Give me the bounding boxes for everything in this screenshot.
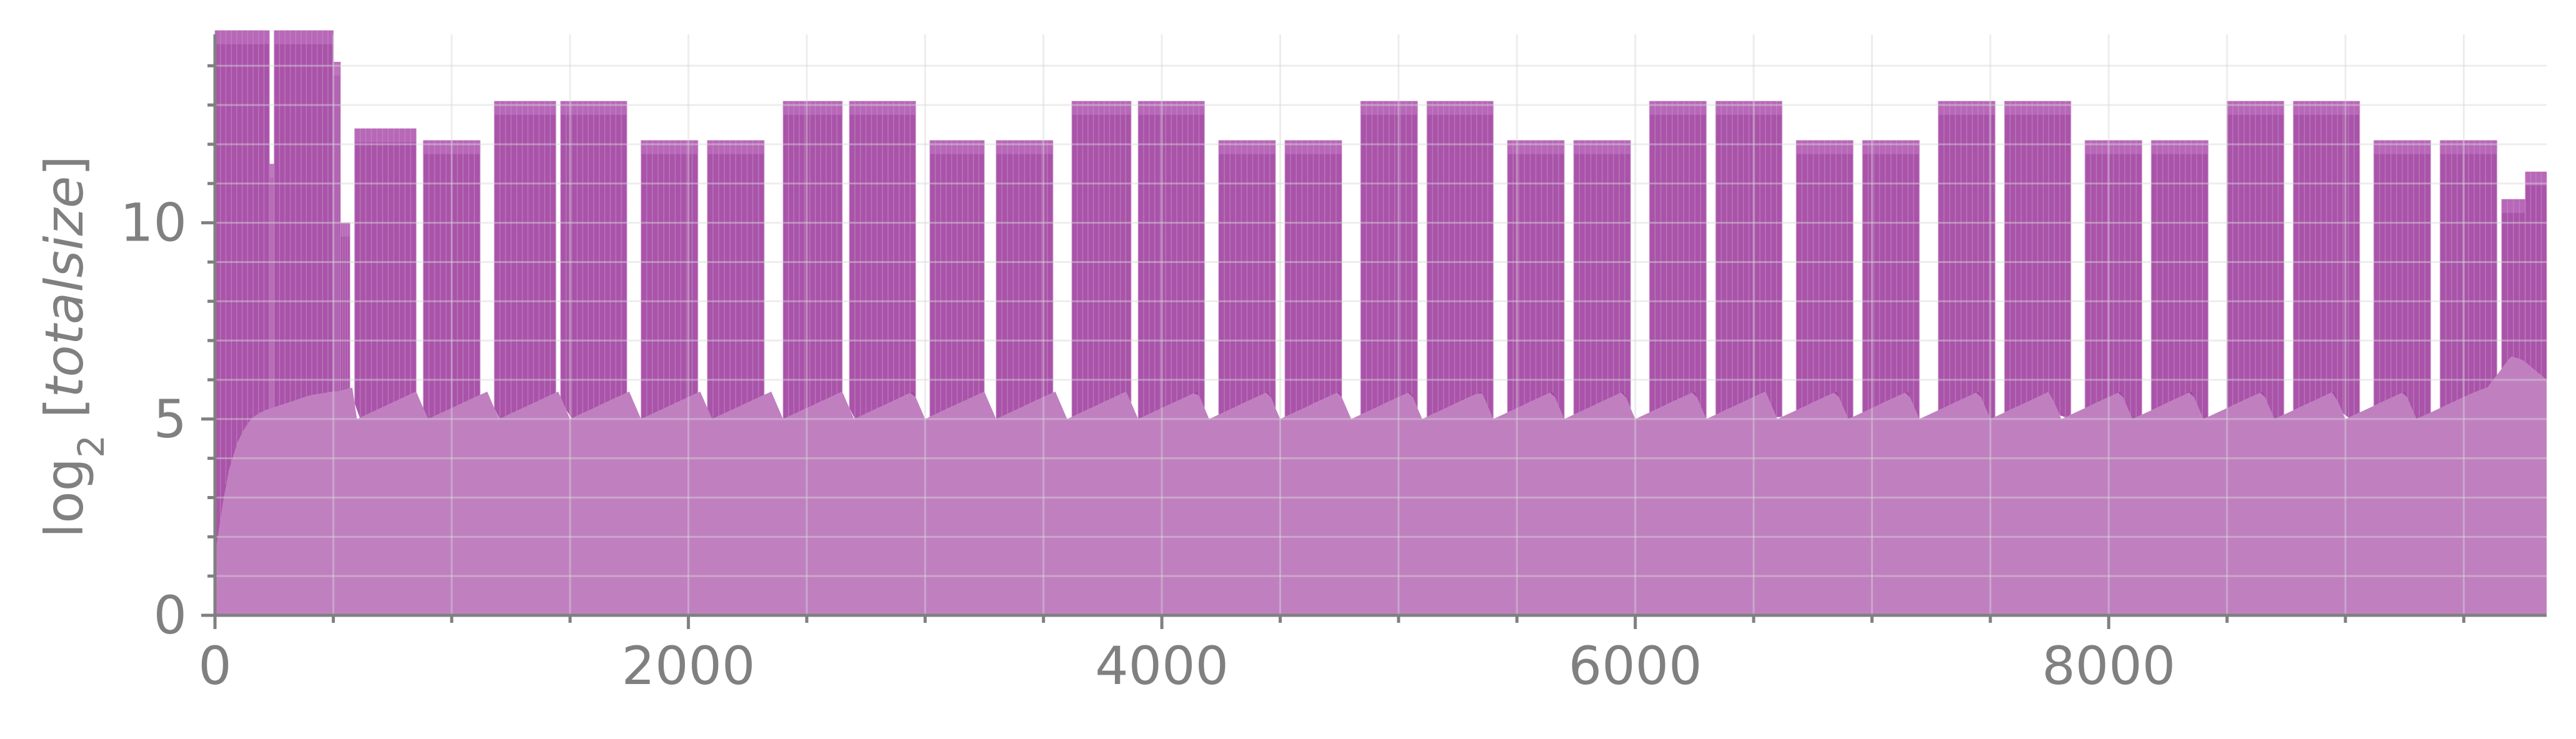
band-top-edge	[1072, 101, 1131, 115]
band-segment-16	[1137, 101, 1206, 419]
band-top-edge	[274, 30, 334, 44]
band-segment-22	[1573, 140, 1631, 415]
band-top-edge	[783, 101, 842, 115]
band-segment-9	[641, 140, 699, 419]
y-tick-label: 0	[154, 585, 187, 646]
y-tick-label: 5	[154, 389, 187, 450]
band-segment-12	[849, 101, 916, 419]
band-fill	[494, 101, 556, 419]
band-top-edge	[494, 101, 556, 115]
band-segment-34	[2439, 140, 2498, 409]
x-tick-label: 6000	[1569, 635, 1702, 697]
band-top-edge	[354, 128, 416, 142]
y-axis-label-pre: log	[34, 458, 95, 538]
band-fill	[1072, 101, 1131, 417]
band-segment-13	[929, 140, 985, 417]
y-tick-label: 10	[120, 192, 187, 254]
band-segment-27	[1937, 101, 1996, 419]
band-segment-4	[340, 222, 351, 391]
band-segment-5	[354, 128, 417, 418]
band-segment-23	[1649, 101, 1707, 419]
y-axis-ticks: 0 5 10	[120, 64, 215, 646]
band-segment-3	[332, 61, 341, 392]
band-segment-24	[1715, 101, 1783, 417]
band-segment-17	[1218, 140, 1276, 415]
band-segment-30	[2150, 140, 2209, 419]
band-segment-25	[1795, 140, 1854, 419]
band-segment-19	[1360, 101, 1418, 415]
band-segment-11	[782, 101, 843, 419]
band-segment-6	[422, 140, 481, 419]
band-segment-1	[269, 164, 275, 409]
band-segment-21	[1507, 140, 1565, 419]
band-fill	[783, 101, 842, 419]
band-segment-14	[996, 140, 1054, 419]
band-segment-15	[1071, 101, 1132, 417]
band-segment-8	[560, 101, 627, 419]
band-segment-2	[273, 30, 334, 407]
y-axis-label-italic: totalsize	[34, 176, 95, 398]
band-fill	[354, 128, 416, 418]
y-axis-label: log2 [totalsize]	[34, 156, 112, 538]
plot-area	[214, 30, 2547, 615]
band-segment-26	[1862, 140, 1920, 419]
x-axis-ticks: 0 2000 4000 6000 8000	[198, 615, 2465, 697]
x-tick-label: 8000	[2042, 635, 2175, 697]
band-segment-18	[1284, 140, 1342, 417]
band-segment-20	[1426, 101, 1494, 419]
band-segment-28	[2004, 101, 2072, 417]
x-tick-label: 2000	[622, 635, 756, 697]
band-fill	[274, 30, 334, 407]
band-segment-32	[2292, 101, 2360, 418]
band-segment-10	[707, 140, 765, 419]
y-axis-label-open: [	[34, 398, 95, 435]
band-segment-29	[2084, 140, 2143, 419]
band-segment-35	[2501, 199, 2526, 369]
band-segment-31	[2226, 101, 2285, 419]
lower-fill-area	[215, 356, 2547, 615]
y-axis-label-sub: 2	[70, 435, 112, 458]
axes	[213, 34, 2547, 617]
x-tick-label: 4000	[1095, 635, 1229, 697]
x-tick-label: 0	[198, 635, 231, 697]
y-axis-label-close: ]	[34, 156, 95, 176]
band-segment-33	[2373, 140, 2432, 419]
band-segment-7	[494, 101, 557, 419]
band-segment-36	[2525, 171, 2547, 380]
